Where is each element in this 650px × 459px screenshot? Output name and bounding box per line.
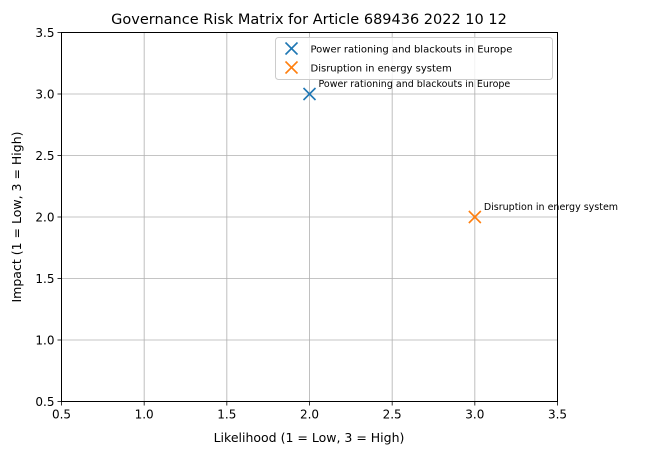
y-tick-label: 0.5 xyxy=(35,395,54,409)
legend-box xyxy=(275,37,553,80)
x-axis-label: Likelihood (1 = Low, 3 = High) xyxy=(214,430,405,445)
y-tick-label: 1.5 xyxy=(35,272,54,286)
data-point-label: Disruption in energy system xyxy=(484,202,618,213)
legend-marker xyxy=(284,60,299,75)
x-tick-label: 2.5 xyxy=(383,408,402,422)
data-points: Power rationing and blackouts in Europe D… xyxy=(302,79,618,224)
x-tick-label: 3.0 xyxy=(465,408,484,422)
y-axis-label: Impact (1 = Low, 3 = High) xyxy=(9,132,24,303)
y-tick-label: 3.0 xyxy=(35,88,54,102)
legend-entry-label: Disruption in energy system xyxy=(311,64,452,75)
ticks: 0.5 1.0 1.5 2.0 2.5 3.0 3.5 0.5 1.0 1.5 2.0 2.5 3.0 3… xyxy=(35,26,567,422)
legend-marker xyxy=(284,41,299,56)
y-tick-label: 2.5 xyxy=(35,149,54,163)
data-point-marker xyxy=(468,210,482,224)
x-tick-label: 2.0 xyxy=(300,408,319,422)
x-tick-label: 1.5 xyxy=(217,408,236,422)
legend-entry-label: Power rationing and blackouts in Europe xyxy=(311,45,513,56)
y-tick-label: 3.5 xyxy=(35,26,54,40)
y-tick-label: 1.0 xyxy=(35,334,54,348)
legend: Power rationing and blackouts in Europe D… xyxy=(275,37,553,80)
plot-frame xyxy=(61,32,558,402)
x-tick-label: 3.5 xyxy=(548,408,567,422)
y-tick-label: 2.0 xyxy=(35,211,54,225)
x-tick-label: 0.5 xyxy=(52,408,71,422)
chart-title: Governance Risk Matrix for Article 68943… xyxy=(111,12,507,28)
data-point-label: Power rationing and blackouts in Europe xyxy=(319,79,511,90)
x-tick-label: 1.0 xyxy=(135,408,154,422)
data-point-marker xyxy=(302,87,317,101)
